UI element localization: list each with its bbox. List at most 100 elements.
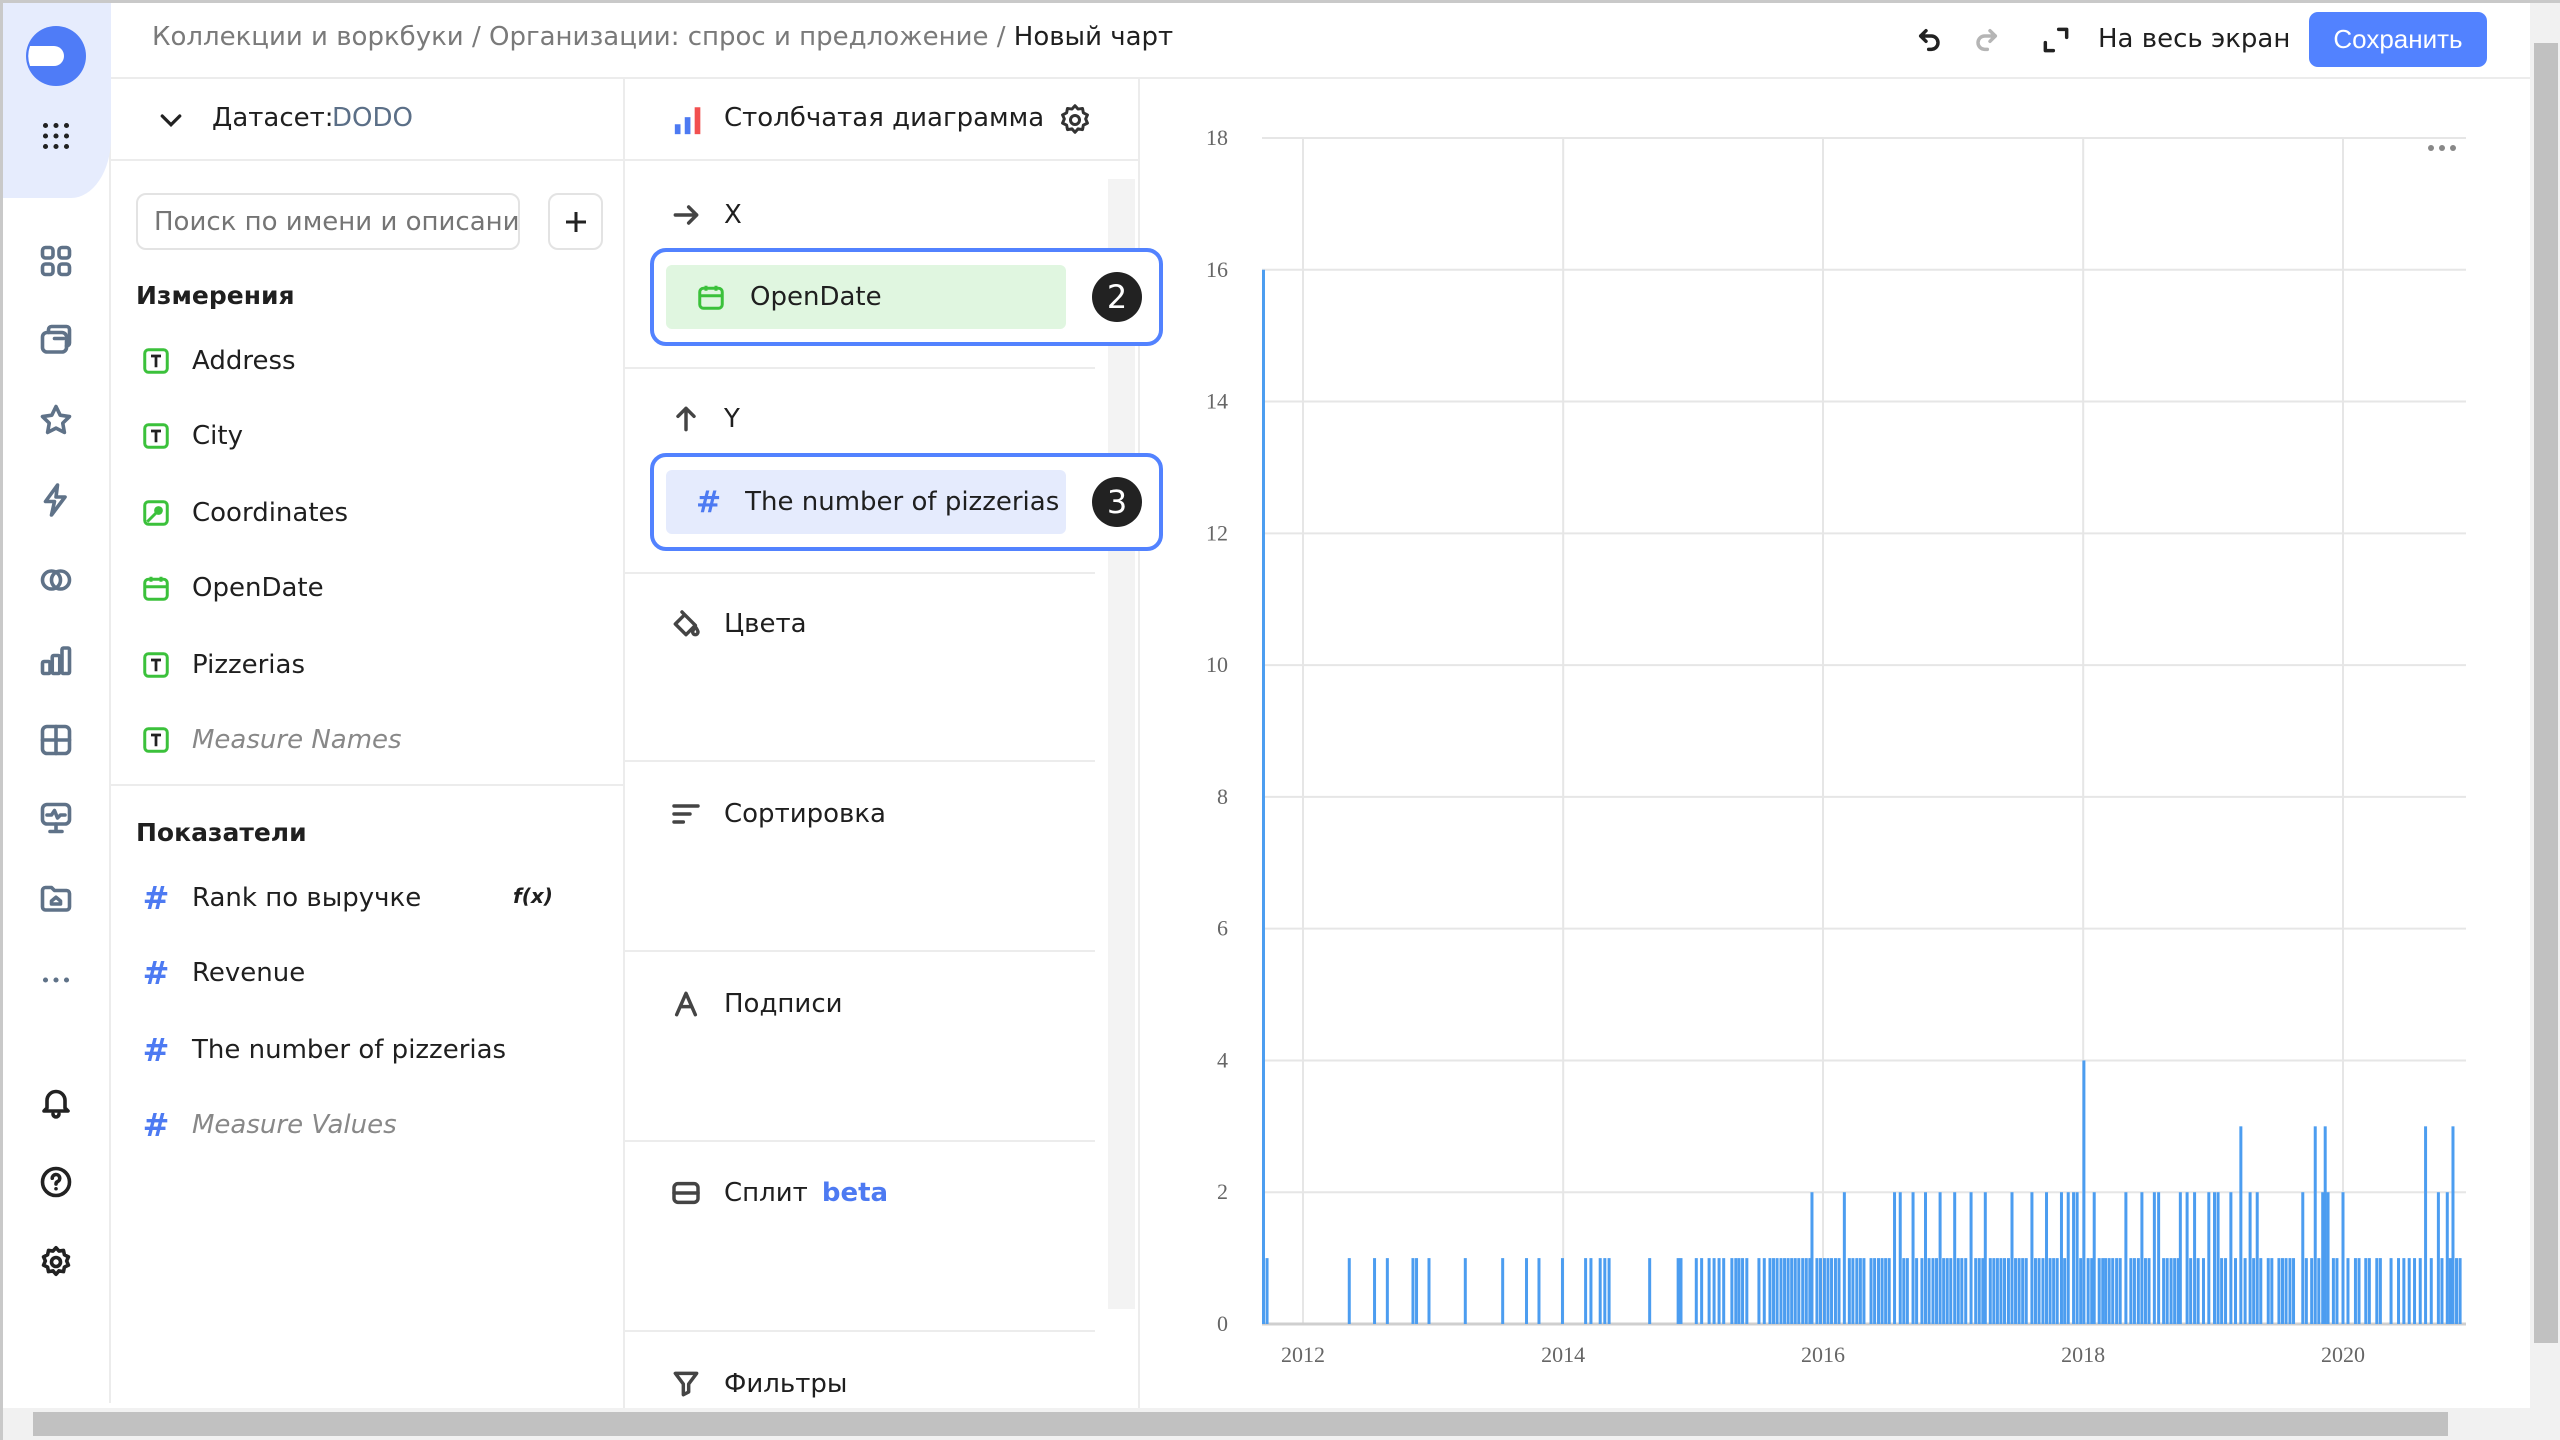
measure-item[interactable]: # Revenue [136, 953, 306, 993]
dashboards-icon[interactable] [36, 720, 76, 760]
bar [2252, 1258, 2256, 1324]
field-search-input[interactable] [136, 193, 520, 250]
bar [2341, 1192, 2345, 1324]
bar [2367, 1258, 2371, 1324]
bar [2104, 1258, 2108, 1324]
bar [1730, 1258, 1734, 1324]
number-type-icon: # [142, 1031, 170, 1069]
bar [1783, 1258, 1787, 1324]
sort-section[interactable]: Сортировка [670, 798, 886, 830]
number-type-icon: # [142, 879, 170, 917]
beta-badge: beta [821, 1178, 889, 1208]
bar [2259, 1258, 2263, 1324]
chevron-down-icon[interactable] [156, 106, 186, 136]
chart-menu-more-icon[interactable] [2428, 136, 2464, 160]
bar [1589, 1258, 1593, 1324]
dimension-item[interactable]: Measure Names [136, 720, 402, 760]
bar [2418, 1258, 2422, 1324]
bar [1981, 1258, 1985, 1324]
breadcrumb-item-collections[interactable]: Коллекции и воркбуки [152, 22, 464, 52]
connections-icon[interactable] [36, 560, 76, 600]
monitoring-icon[interactable] [36, 798, 76, 838]
bar [1815, 1258, 1819, 1324]
charts-icon[interactable] [36, 640, 76, 680]
vertical-scrollbar[interactable] [2530, 3, 2560, 1408]
dimension-item[interactable]: Pizzerias [136, 645, 305, 685]
split-section[interactable]: Сплит beta [670, 1177, 888, 1209]
breadcrumb: Коллекции и воркбуки / Организации: спро… [152, 22, 1173, 52]
horizontal-scrollbar[interactable] [3, 1408, 2560, 1440]
breadcrumb-item-workbook[interactable]: Организации: спрос и предложение [488, 22, 989, 52]
horizontal-scrollbar-thumb[interactable] [33, 1412, 2448, 1436]
lightning-icon[interactable] [36, 480, 76, 520]
bar [2066, 1192, 2070, 1324]
bar [1722, 1258, 1726, 1324]
bar [1833, 1258, 1837, 1324]
notifications-bell-icon[interactable] [36, 1082, 76, 1122]
settings-gear-icon[interactable] [36, 1242, 76, 1282]
bar [1560, 1258, 1564, 1324]
dataset-name[interactable]: DODO [332, 103, 413, 133]
colors-section[interactable]: Цвета [670, 608, 807, 640]
more-icon[interactable] [36, 960, 76, 1000]
favorites-star-icon[interactable] [36, 400, 76, 440]
vertical-scrollbar-thumb[interactable] [2534, 43, 2558, 1343]
fullscreen-label[interactable]: На весь экран [2098, 24, 2291, 54]
bar [2288, 1258, 2292, 1324]
help-icon[interactable] [36, 1162, 76, 1202]
chart-settings-gear-icon[interactable] [1057, 102, 1093, 138]
bar [1598, 1258, 1602, 1324]
y-field-chip[interactable]: # The number of pizzerias [666, 470, 1066, 534]
redo-button[interactable] [1966, 20, 2006, 60]
fullscreen-button[interactable] [2036, 20, 2076, 60]
bar [2445, 1192, 2449, 1324]
workbooks-icon[interactable] [36, 320, 76, 360]
bar [1842, 1192, 1846, 1324]
measure-item[interactable]: # Measure Values [136, 1105, 397, 1145]
bar-chart: 2012 2014 2016 2018 2020 0 2 4 6 8 10 12 14 16 18 [1206, 125, 2466, 1367]
bar [2335, 1258, 2339, 1324]
x-field-chip[interactable]: OpenDate [666, 265, 1066, 329]
bar [2030, 1192, 2034, 1324]
text-label-icon [674, 991, 698, 1017]
bar [1797, 1258, 1801, 1324]
logo-icon[interactable] [24, 24, 88, 88]
bar [2024, 1258, 2028, 1324]
bar [1648, 1258, 1652, 1324]
bar [2052, 1258, 2056, 1324]
visualization-panel: Столбчатая диаграмма X OpenDate 2 Y # Th… [625, 79, 1163, 1409]
divider [625, 1330, 1095, 1332]
panel-scrollbar[interactable] [1108, 179, 1135, 1309]
bar [1920, 1258, 1924, 1324]
bar [1938, 1192, 1942, 1324]
labels-section[interactable]: Подписи [670, 988, 843, 1020]
dimension-item[interactable]: Coordinates [136, 493, 348, 533]
y-tick-label: 0 [1217, 1311, 1228, 1336]
date-type-icon [698, 285, 724, 310]
undo-button[interactable] [1910, 20, 1950, 60]
geo-type-icon [136, 493, 176, 533]
chart-type-selector[interactable]: Столбчатая диаграмма [625, 79, 1138, 161]
x-tick-label: 2020 [2321, 1342, 2365, 1367]
bar [2048, 1258, 2052, 1324]
dimension-item[interactable]: City [136, 416, 243, 456]
step-badge: 2 [1092, 272, 1142, 322]
apps-grid-icon[interactable] [36, 116, 76, 156]
measure-item[interactable]: # The number of pizzerias [136, 1030, 507, 1070]
collections-icon[interactable] [36, 241, 76, 281]
bar [2413, 1258, 2417, 1324]
folder-home-icon[interactable] [36, 878, 76, 918]
measure-item[interactable]: # Rank по выручке [136, 878, 422, 918]
y-tick-label: 16 [1206, 257, 1228, 282]
save-button[interactable]: Сохранить [2309, 12, 2487, 67]
bar [2097, 1258, 2101, 1324]
dataset-selector[interactable]: Датасет: DODO [111, 79, 623, 161]
bar [2216, 1192, 2220, 1324]
bar [1768, 1258, 1772, 1324]
y-tick-label: 18 [1206, 125, 1228, 150]
filters-section[interactable]: Фильтры [670, 1368, 847, 1400]
dimension-item[interactable]: OpenDate [136, 568, 324, 608]
add-field-button[interactable] [548, 193, 603, 250]
bar [2003, 1258, 2007, 1324]
dimension-item[interactable]: Address [136, 341, 296, 381]
